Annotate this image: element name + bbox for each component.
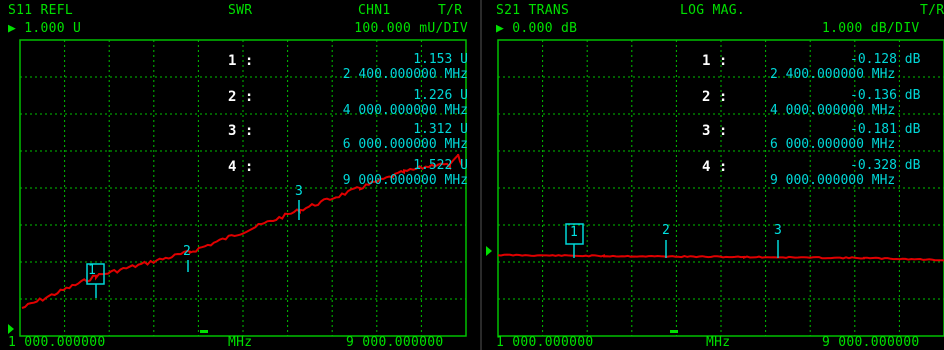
s11-marker-1-tag: 1: [88, 263, 97, 278]
s21-marker-1-freq: 2 400.000000 MHz: [770, 67, 896, 82]
s21-format-label: LOG MAG.: [680, 3, 746, 18]
s21-marker-3-num: 3 :: [702, 123, 728, 139]
panel-divider: [478, 0, 484, 350]
s11-marker-3-tag: 3: [295, 184, 304, 199]
s21-ref-value: ▶ 0.000 dB: [496, 21, 578, 36]
s21-start-freq: 1 000.000000: [496, 335, 594, 350]
s11-format-label: SWR: [228, 3, 253, 18]
s11-graticule: [8, 39, 467, 337]
s21-freq-unit: MHz: [706, 335, 731, 350]
s21-marker-3-freq: 6 000.000000 MHz: [770, 137, 896, 152]
s11-ref-value: ▶ 1.000 U: [8, 21, 82, 36]
s21-marker-4-value: -0.328 dB: [850, 158, 921, 173]
s11-trace: [21, 153, 463, 309]
s11-marker-3-num: 3 :: [228, 123, 254, 139]
s11-param-label: S11 REFL: [8, 3, 74, 18]
s11-marker-2-num: 2 :: [228, 89, 254, 105]
s21-param-label: S21 TRANS: [496, 3, 570, 18]
s11-marker-2-freq: 4 000.000000 MHz: [342, 103, 468, 118]
s21-graticule: [486, 39, 944, 337]
s11-stop-freq: 9 000.000000: [346, 335, 444, 350]
s11-channel-label: CHN1: [358, 3, 391, 18]
s21-marker-2-tag: 2: [662, 223, 671, 238]
s11-scale: 100.000 mU/DIV: [354, 21, 468, 36]
s11-marker-1-value: 1.153 U: [413, 52, 468, 67]
s11-marker-2-value: 1.226 U: [413, 88, 468, 103]
s21-marker-4-num: 4 :: [702, 159, 728, 175]
s11-marker-4-num: 4 :: [228, 159, 254, 175]
s11-marker-1-freq: 2 400.000000 MHz: [342, 67, 468, 82]
s21-marker-1-tag: 1: [570, 225, 579, 240]
s11-marker-3-value: 1.312 U: [413, 122, 468, 137]
s21-marker-2-num: 2 :: [702, 89, 728, 105]
s21-panel: S21 TRANS LOG MAG. T/R ▶ 0.000 dB 1.000 …: [484, 0, 944, 350]
s11-panel: S11 REFL SWR CHN1 T/R ▶ 1.000 U 100.000 …: [8, 3, 468, 350]
s21-stop-freq: 9 000.000000: [822, 335, 920, 350]
s11-marker-4-value: 1.522 U: [413, 158, 468, 173]
s11-marker-4-freq: 9 000.000000 MHz: [342, 173, 468, 188]
s21-mode-label: T/R: [920, 3, 944, 18]
s21-marker-3-tag: 3: [774, 223, 783, 238]
s11-freq-unit: MHz: [228, 335, 253, 350]
s21-marker-4-freq: 9 000.000000 MHz: [770, 173, 896, 188]
s11-marker-3-freq: 6 000.000000 MHz: [342, 137, 468, 152]
s21-marker-1-num: 1 :: [702, 53, 728, 69]
s21-marker-2-freq: 4 000.000000 MHz: [770, 103, 896, 118]
s21-marker-3-value: -0.181 dB: [850, 122, 921, 137]
s21-center-tick: [670, 330, 678, 333]
s11-marker-1-num: 1 :: [228, 53, 254, 69]
s11-ref-pointer-icon: [8, 324, 14, 334]
s21-marker-2-value: -0.136 dB: [850, 88, 921, 103]
s21-ref-pointer-icon: [486, 246, 492, 256]
s11-start-freq: 1 000.000000: [8, 335, 106, 350]
s11-marker-2-tag: 2: [183, 244, 192, 259]
s21-marker-1-value: -0.128 dB: [850, 52, 921, 67]
s11-mode-label: T/R: [438, 3, 463, 18]
s11-center-tick: [200, 330, 208, 333]
s21-scale: 1.000 dB/DIV: [822, 21, 920, 36]
